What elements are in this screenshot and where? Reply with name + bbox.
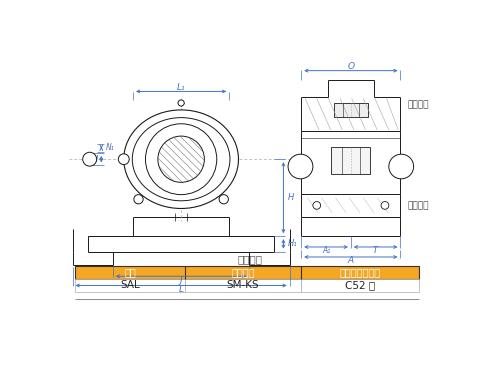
Circle shape xyxy=(389,154,414,179)
Circle shape xyxy=(178,100,184,106)
Text: C52 页: C52 页 xyxy=(345,280,375,290)
Circle shape xyxy=(158,136,204,182)
Circle shape xyxy=(145,124,217,195)
Circle shape xyxy=(134,195,143,204)
Text: N₁: N₁ xyxy=(106,143,115,152)
Text: 轴承编号: 轴承编号 xyxy=(231,267,255,277)
Text: 固定安装: 固定安装 xyxy=(407,201,429,210)
Text: A: A xyxy=(348,256,354,265)
Circle shape xyxy=(82,152,97,166)
Text: A₁: A₁ xyxy=(322,246,330,255)
Bar xyxy=(334,103,368,117)
Bar xyxy=(75,266,185,279)
Text: L: L xyxy=(179,285,183,294)
Text: J: J xyxy=(180,276,183,285)
Text: H: H xyxy=(288,193,294,202)
Bar xyxy=(75,279,185,292)
Circle shape xyxy=(219,195,228,204)
Ellipse shape xyxy=(124,110,239,208)
Circle shape xyxy=(288,154,313,179)
Text: L₁: L₁ xyxy=(177,83,185,92)
Bar xyxy=(301,266,419,279)
Bar xyxy=(75,266,419,279)
Circle shape xyxy=(313,202,321,209)
Bar xyxy=(331,147,370,174)
Text: H₁: H₁ xyxy=(288,239,298,248)
Text: SM-KS: SM-KS xyxy=(227,280,260,290)
Text: 浮动安装: 浮动安装 xyxy=(407,100,429,109)
Text: 尺寸及额定载荷: 尺寸及额定载荷 xyxy=(340,267,381,277)
Text: 轴承数据: 轴承数据 xyxy=(238,254,263,264)
Bar xyxy=(301,279,419,292)
Ellipse shape xyxy=(132,118,230,201)
Text: O: O xyxy=(347,62,354,71)
Bar xyxy=(185,279,301,292)
Text: T: T xyxy=(373,246,378,255)
Text: 单元: 单元 xyxy=(124,267,136,277)
Text: N: N xyxy=(92,155,98,164)
Circle shape xyxy=(381,202,389,209)
Circle shape xyxy=(119,154,129,165)
Bar xyxy=(185,266,301,279)
Text: SAL: SAL xyxy=(120,280,140,290)
